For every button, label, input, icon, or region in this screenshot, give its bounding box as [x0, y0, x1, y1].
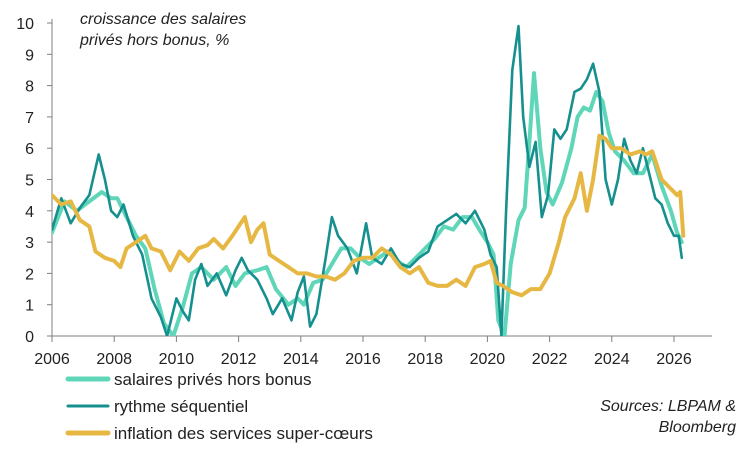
y-tick-label: 6: [25, 141, 34, 158]
series-line-1: [52, 71, 684, 336]
legend-item: inflation des services super-cœurs: [65, 424, 373, 443]
x-tick-label: 2022: [532, 351, 568, 368]
y-tick-label: 3: [25, 235, 34, 252]
legend-item: rythme séquentiel: [66, 397, 248, 416]
y-tick-label: 5: [25, 173, 34, 190]
x-tick-label: 2006: [34, 351, 70, 368]
chart-annotation-line: privés hors bonus, %: [79, 32, 229, 49]
y-tick-label: 2: [25, 266, 34, 283]
chart-legend: salaires privés hors bonus rythme séquent…: [65, 370, 373, 443]
chart-annotation-line: croissance des salaires: [80, 11, 246, 28]
legend-item: salaires privés hors bonus: [65, 370, 311, 389]
y-tick-label: 1: [25, 298, 34, 315]
legend-label: salaires privés hors bonus: [114, 370, 311, 389]
y-tick-label: 9: [25, 47, 34, 64]
series-line-3: [52, 133, 686, 298]
x-tick-label: 2018: [407, 351, 443, 368]
y-tick-label: 10: [16, 16, 34, 33]
plot-lines: [52, 24, 686, 336]
chart-axes: 0 1 2 3 4 5 6 7 8 9 10 2006 2008 2010 2012 2014 2016 2018…: [16, 16, 712, 368]
x-tick-label: 2012: [221, 351, 257, 368]
series-line-2: [52, 24, 684, 336]
legend-label: rythme séquentiel: [114, 397, 248, 416]
x-tick-label: 2014: [283, 351, 319, 368]
source-line: Sources: LBPAM &: [600, 398, 736, 415]
y-tick-label: 4: [25, 204, 34, 221]
source-line: Bloomberg: [659, 419, 736, 436]
chart-source: Sources: LBPAM & Bloomberg: [600, 398, 736, 436]
x-tick-label: 2016: [345, 351, 381, 368]
y-tick-label: 8: [25, 79, 34, 96]
x-tick-label: 2010: [159, 351, 195, 368]
y-tick-label: 0: [25, 329, 34, 346]
x-tick-label: 2008: [96, 351, 132, 368]
x-tick-label: 2024: [594, 351, 630, 368]
x-tick-label: 2026: [656, 351, 692, 368]
y-tick-label: 7: [25, 110, 34, 127]
x-tick-label: 2020: [470, 351, 506, 368]
chart-annotation: croissance des salaires privés hors bonus…: [79, 11, 246, 49]
legend-label: inflation des services super-cœurs: [114, 424, 373, 443]
